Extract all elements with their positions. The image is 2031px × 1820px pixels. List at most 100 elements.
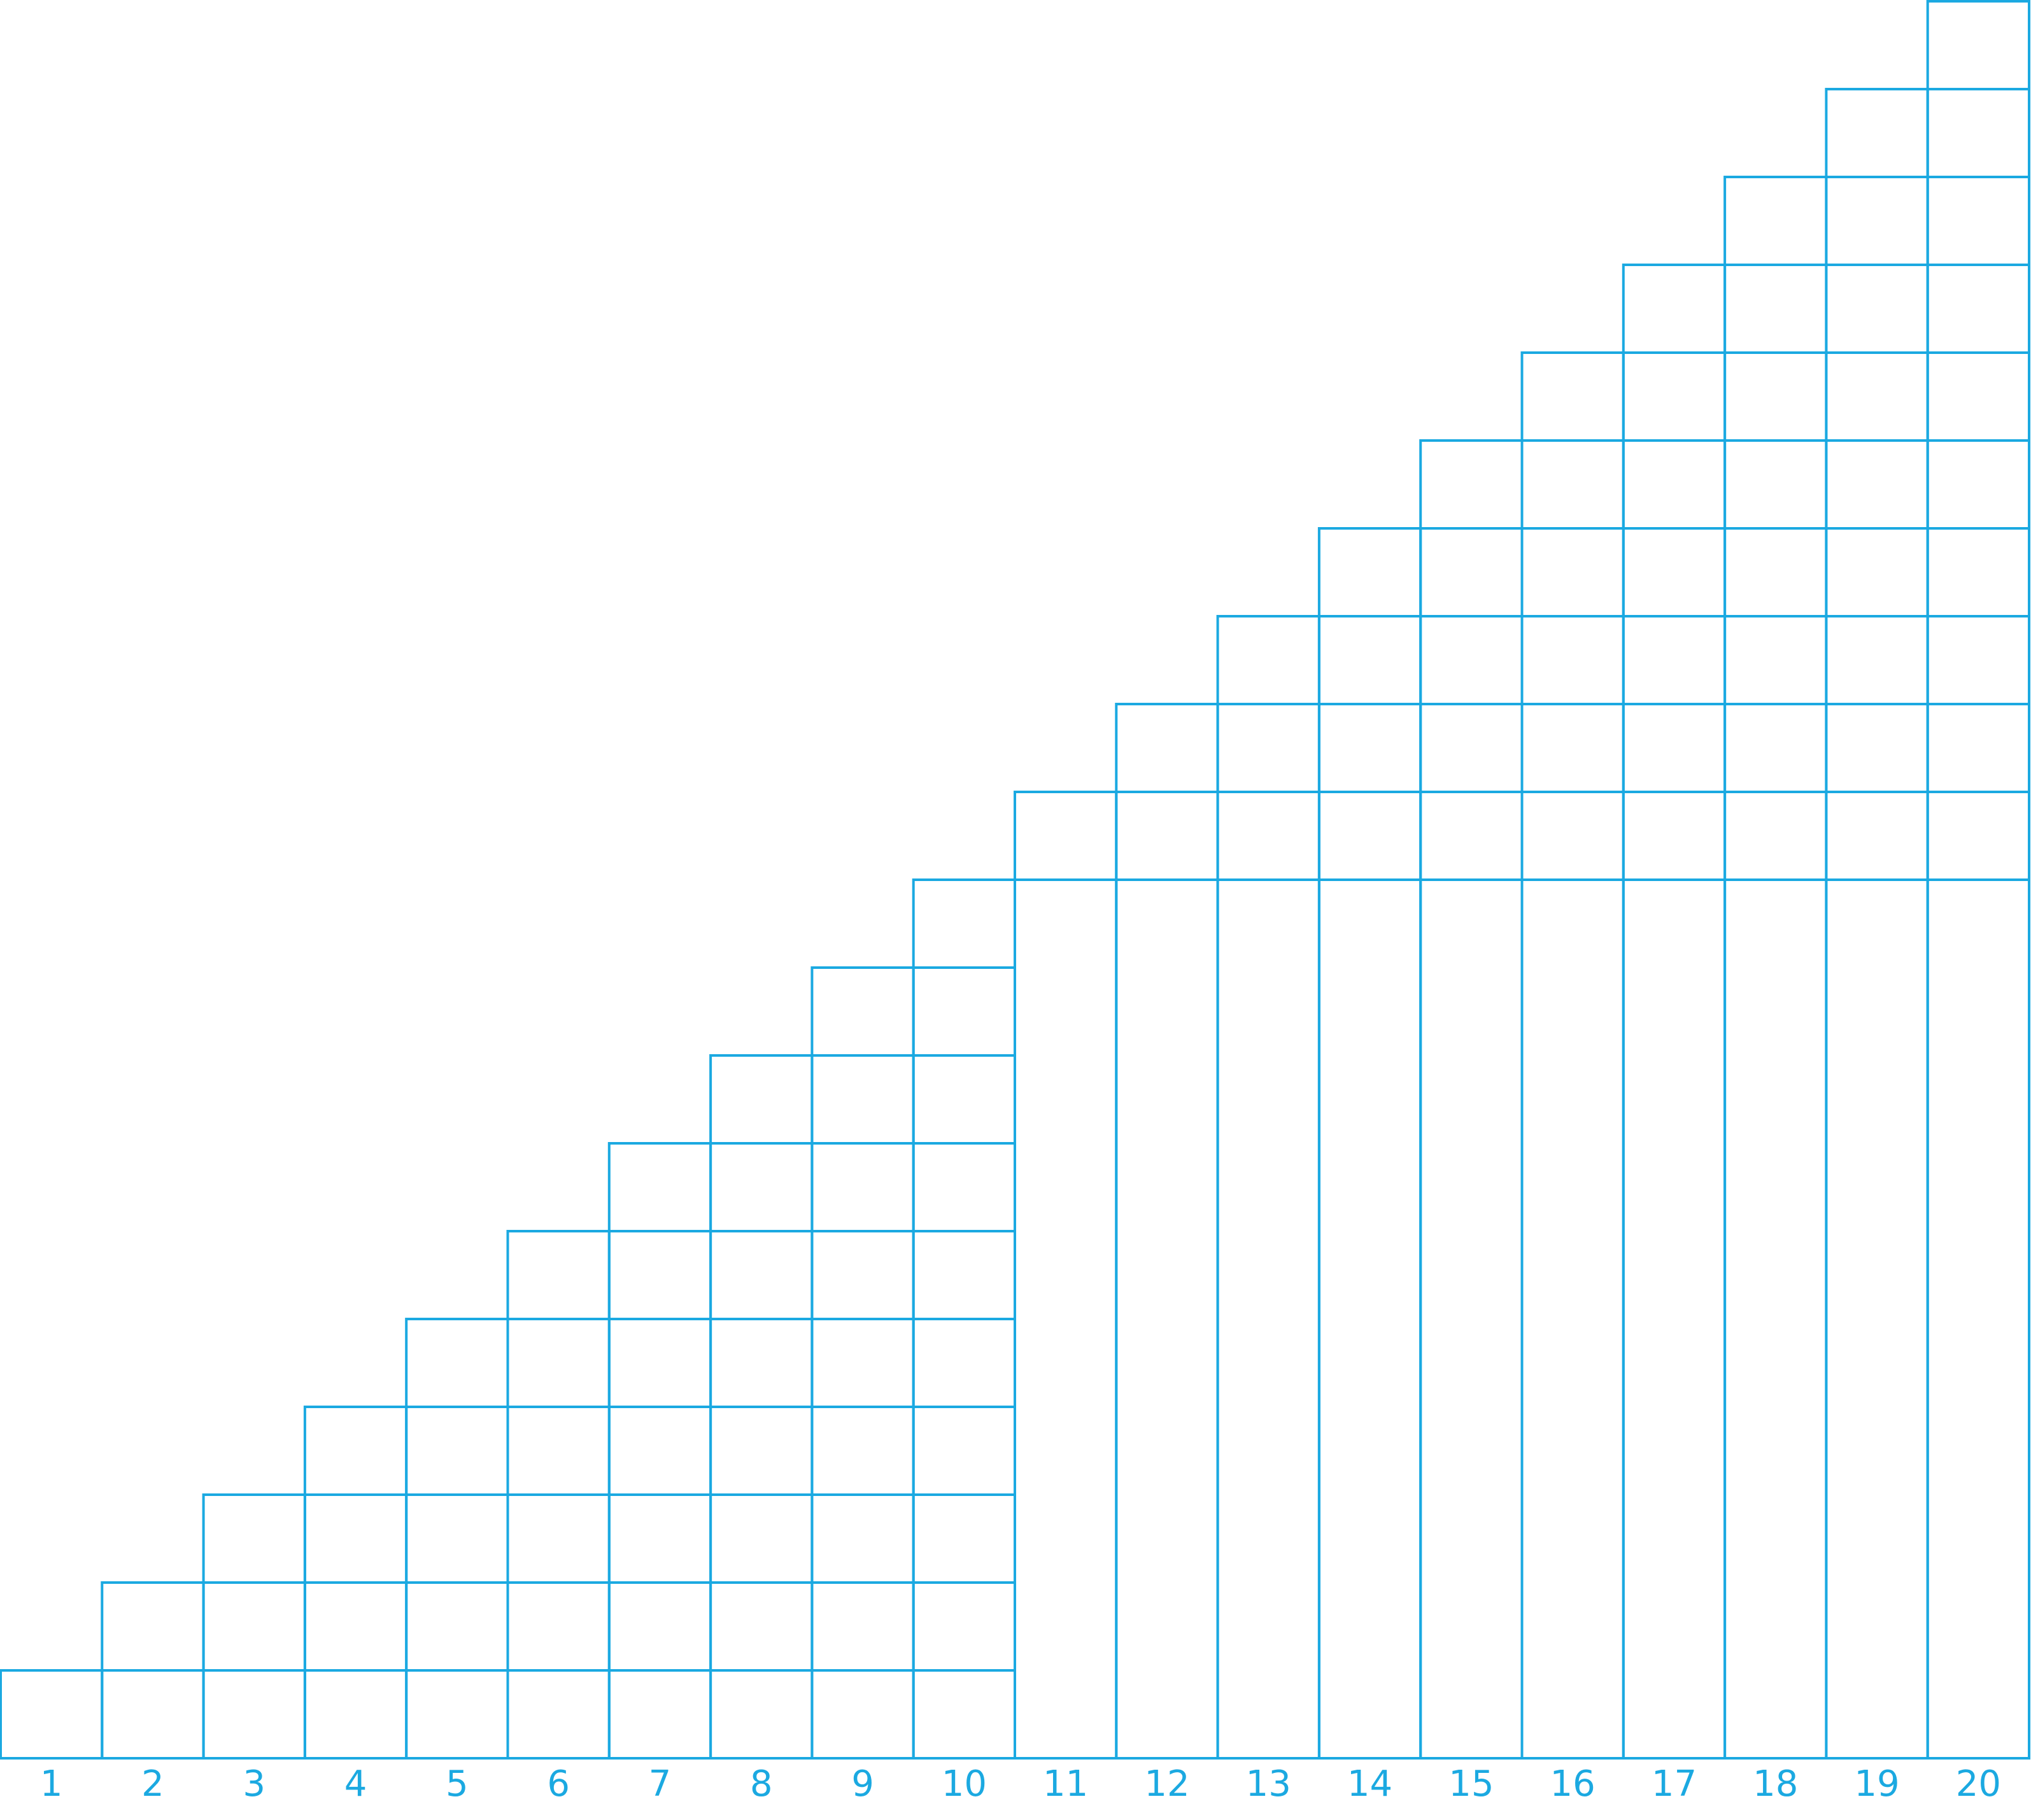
unit-cell xyxy=(1825,527,1929,617)
unit-cell xyxy=(709,1054,814,1145)
unit-cell xyxy=(1419,439,1524,530)
unit-cell xyxy=(912,1142,1016,1232)
unit-cell xyxy=(810,1581,915,1672)
unit-cell xyxy=(202,1493,306,1584)
unit-cell xyxy=(303,1581,408,1672)
unit-cell xyxy=(1723,527,1828,617)
column-label-10: 10 xyxy=(942,1763,987,1805)
unit-cell xyxy=(405,1493,509,1584)
unit-cell xyxy=(810,1054,915,1145)
unit-cell xyxy=(1723,791,1828,881)
unit-cell xyxy=(607,1230,712,1320)
unit-cell xyxy=(810,1318,915,1408)
unit-cell xyxy=(1723,615,1828,705)
unit-cell xyxy=(1825,615,1929,705)
unit-cell xyxy=(1723,176,1828,266)
column-label-15: 15 xyxy=(1448,1763,1494,1805)
unit-cell xyxy=(1926,88,2030,178)
unit-cell xyxy=(1825,351,1929,442)
unit-cell xyxy=(1317,703,1422,793)
column-label-7: 7 xyxy=(649,1763,672,1805)
column-label-4: 4 xyxy=(344,1763,367,1805)
ten-block-19 xyxy=(1825,878,1929,1760)
unit-cell xyxy=(1622,703,1727,793)
unit-cell xyxy=(1419,791,1524,881)
unit-cell xyxy=(1520,439,1625,530)
unit-cell xyxy=(101,1669,205,1760)
label-layer: 1 2 3 4 5 6 7 8 9 10 11 12 13 14 15 16 17 18 19 20 xyxy=(40,1763,2001,1805)
unit-cell xyxy=(405,1669,509,1760)
unit-cell xyxy=(912,966,1016,1057)
unit-cell xyxy=(1622,264,1727,354)
unit-cell xyxy=(1622,791,1727,881)
unit-cell xyxy=(912,1406,1016,1496)
ten-block-20 xyxy=(1926,878,2030,1760)
column-label-12: 12 xyxy=(1144,1763,1189,1805)
unit-cell xyxy=(506,1493,611,1584)
unit-cell xyxy=(709,1318,814,1408)
unit-cell xyxy=(1622,527,1727,617)
unit-cell xyxy=(405,1581,509,1672)
unit-cell xyxy=(709,1230,814,1320)
unit-cell xyxy=(1723,351,1828,442)
unit-cell xyxy=(607,1406,712,1496)
ten-block-17 xyxy=(1622,878,1727,1760)
unit-cell xyxy=(303,1669,408,1760)
unit-cell xyxy=(912,878,1016,969)
unit-cell xyxy=(0,1669,104,1760)
unit-cell xyxy=(506,1669,611,1760)
unit-cell xyxy=(1317,791,1422,881)
unit-cell xyxy=(1926,351,2030,442)
unit-cell xyxy=(709,1406,814,1496)
unit-cell xyxy=(506,1230,611,1320)
column-label-1: 1 xyxy=(40,1763,63,1805)
grid-layer xyxy=(0,0,2030,1760)
unit-cell xyxy=(912,1054,1016,1145)
ten-block-14 xyxy=(1317,878,1422,1760)
unit-cell xyxy=(709,1493,814,1584)
column-label-5: 5 xyxy=(446,1763,469,1805)
unit-cell xyxy=(1825,264,1929,354)
unit-cell xyxy=(1926,615,2030,705)
unit-cell xyxy=(1723,703,1828,793)
unit-cell xyxy=(912,1318,1016,1408)
unit-cell xyxy=(1520,615,1625,705)
unit-cell xyxy=(1216,615,1320,705)
unit-cell xyxy=(303,1493,408,1584)
column-label-13: 13 xyxy=(1246,1763,1291,1805)
unit-cell xyxy=(810,1230,915,1320)
unit-cell xyxy=(607,1669,712,1760)
unit-cell xyxy=(810,966,915,1057)
unit-cell xyxy=(1115,791,1219,881)
unit-cell xyxy=(1115,703,1219,793)
unit-cell xyxy=(912,1669,1016,1760)
unit-cell xyxy=(1926,264,2030,354)
column-label-18: 18 xyxy=(1753,1763,1798,1805)
unit-cell xyxy=(1926,439,2030,530)
unit-cell xyxy=(912,1230,1016,1320)
unit-cell xyxy=(1317,615,1422,705)
ten-block-16 xyxy=(1520,878,1625,1760)
unit-cell xyxy=(810,1406,915,1496)
unit-cell xyxy=(1825,439,1929,530)
unit-cell xyxy=(810,1493,915,1584)
unit-cell xyxy=(506,1318,611,1408)
unit-cell xyxy=(303,1406,408,1496)
column-label-20: 20 xyxy=(1956,1763,2001,1805)
unit-cell xyxy=(1419,703,1524,793)
unit-cell xyxy=(709,1581,814,1672)
unit-cell xyxy=(1520,703,1625,793)
unit-cell xyxy=(1622,615,1727,705)
unit-cell xyxy=(1926,176,2030,266)
unit-cell xyxy=(1520,527,1625,617)
unit-cell xyxy=(607,1142,712,1232)
column-label-14: 14 xyxy=(1347,1763,1392,1805)
column-label-16: 16 xyxy=(1550,1763,1596,1805)
unit-cell xyxy=(709,1669,814,1760)
unit-cell xyxy=(1825,88,1929,178)
unit-cell xyxy=(1825,703,1929,793)
ten-block-18 xyxy=(1723,878,1828,1760)
unit-cell xyxy=(912,1493,1016,1584)
ten-block-15 xyxy=(1419,878,1524,1760)
